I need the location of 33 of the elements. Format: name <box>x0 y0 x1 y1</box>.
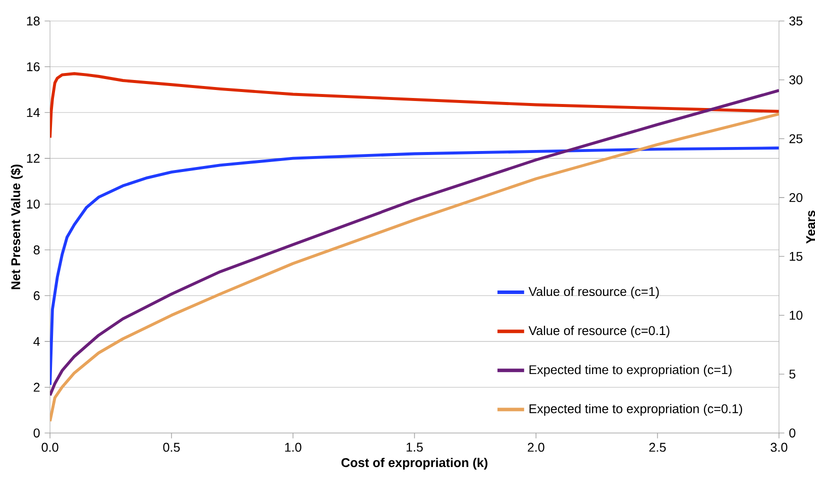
x-tick-label: 1.0 <box>285 442 302 452</box>
y2-tick-label: 30 <box>789 75 802 84</box>
legend-label: Value of resource (c=1) <box>528 286 659 299</box>
y2-tick-label: 10 <box>790 310 802 320</box>
x-axis-title: Cost of expropriation (k) <box>341 458 488 470</box>
y2-tick-label: 15 <box>790 252 802 261</box>
y2-tick-label: 20 <box>789 193 802 202</box>
x-tick-label: 3.0 <box>770 442 788 452</box>
x-tick-label: 2.5 <box>649 442 666 452</box>
y-tick-label: 18 <box>27 16 40 26</box>
y-tick-label: 14 <box>27 108 40 117</box>
y2-tick-label: 0 <box>789 428 796 438</box>
line-series <box>50 146 779 386</box>
y-tick-label: 0 <box>34 428 40 438</box>
y2-tick-label: 35 <box>789 16 802 26</box>
x-tick-label: 0.5 <box>163 442 180 452</box>
y-tick-label: 10 <box>27 200 40 209</box>
y-tick-label: 4 <box>33 337 40 346</box>
legend-label: Expected time to expropriation (c=0.1) <box>530 404 742 416</box>
y-tick-label: 12 <box>27 154 40 163</box>
x-tick-label: 1.5 <box>406 442 423 452</box>
legend-label: Expected time to expropriation (c=1) <box>530 364 732 377</box>
x-tick-label: 2.0 <box>528 442 544 452</box>
x-tick-label: 0.0 <box>42 442 58 452</box>
legend-label: Value of resource (c=0.1) <box>528 326 670 338</box>
y-tick-label: 8 <box>34 245 40 254</box>
y2-tick-label: 25 <box>789 134 802 144</box>
y-axis-title: Net Present Value ($) <box>10 164 23 290</box>
y-tick-label: 2 <box>34 382 40 392</box>
y-tick-label: 16 <box>27 62 40 72</box>
y-tick-label: 6 <box>34 291 40 300</box>
y2-axis-title: Years <box>806 210 815 244</box>
y2-tick-label: 5 <box>789 370 796 379</box>
